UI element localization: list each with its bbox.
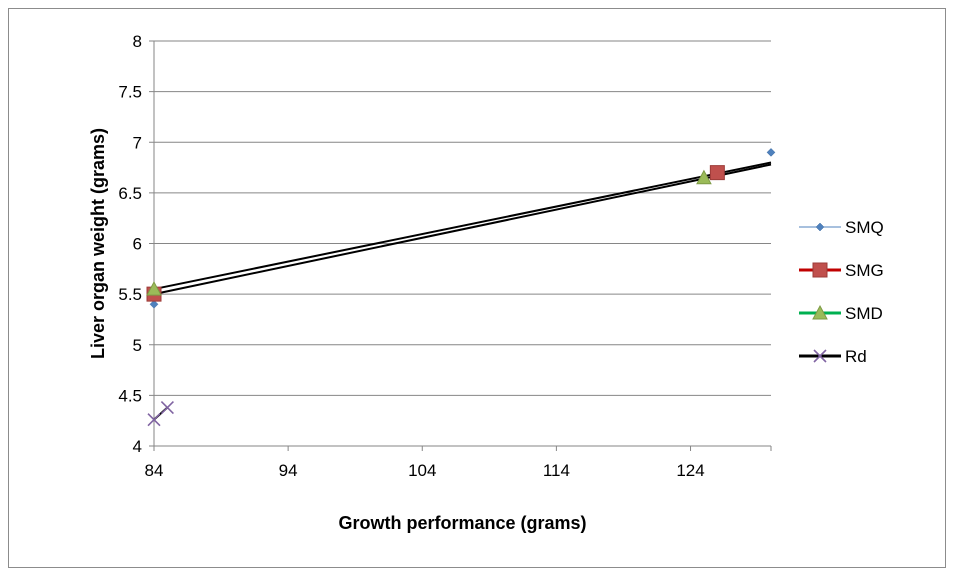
legend-item-smq: SMQ (799, 218, 884, 237)
point-smd-1 (696, 169, 712, 185)
y-tick-label: 8 (133, 32, 142, 51)
y-tick-label: 7.5 (118, 83, 142, 102)
legend-label: SMD (845, 304, 883, 323)
x-tick-label: 104 (408, 461, 436, 480)
point-smq-0 (149, 299, 159, 309)
legend-item-smd: SMD (799, 304, 883, 323)
series-smq (149, 148, 776, 309)
trendline-1 (153, 163, 772, 296)
x-axis-title: Growth performance (grams) (338, 513, 586, 533)
axes (149, 40, 772, 451)
x-tick-label: 94 (279, 461, 298, 480)
legend-label: Rd (845, 347, 867, 366)
series-smg (146, 165, 725, 302)
trendlines (153, 161, 772, 421)
x-tick-label: 124 (676, 461, 704, 480)
y-tick-label: 4 (133, 437, 142, 456)
legend: SMQ SMG SMD Rd (799, 218, 884, 366)
legend-item-smg: SMG (799, 261, 884, 280)
y-tick-label: 5 (133, 336, 142, 355)
point-rd-1 (160, 400, 174, 415)
point-rd-0 (147, 413, 161, 427)
y-tick-label: 6.5 (118, 184, 142, 203)
point-smg-1 (709, 165, 725, 181)
legend-label: SMQ (845, 218, 884, 237)
scatter-chart: 84 94 104 114 124 4 4.5 5 5.5 6 6.5 7 7.5 8 Growth p… (88, 32, 884, 533)
point-smd-0 (146, 281, 162, 296)
y-tick-labels: 4 4.5 5 5.5 6 6.5 7 7.5 8 (118, 32, 142, 456)
point-smq-1 (766, 148, 776, 157)
legend-label: SMG (845, 261, 884, 280)
y-tick-label: 4.5 (118, 386, 142, 405)
legend-marker (813, 349, 827, 363)
legend-item-rd: Rd (799, 347, 867, 366)
data-series (146, 148, 776, 427)
y-tick-label: 6 (133, 235, 142, 254)
x-tick-label: 114 (543, 461, 570, 480)
y-tick-label: 5.5 (118, 285, 142, 304)
y-axis-title: Liver organ weight (grams) (88, 128, 108, 359)
legend-marker (812, 262, 828, 278)
chart-frame: 84 94 104 114 124 4 4.5 5 5.5 6 6.5 7 7.5 8 Growth p… (8, 8, 946, 568)
legend-marker (812, 304, 828, 320)
series-smd (146, 169, 712, 296)
legend-marker (815, 222, 825, 232)
x-tick-labels: 84 94 104 114 124 (145, 461, 705, 480)
x-tick-label: 84 (145, 461, 164, 480)
gridlines (154, 40, 771, 447)
series-rd (147, 400, 174, 427)
y-tick-label: 7 (133, 133, 142, 152)
trendline-0 (153, 161, 772, 291)
